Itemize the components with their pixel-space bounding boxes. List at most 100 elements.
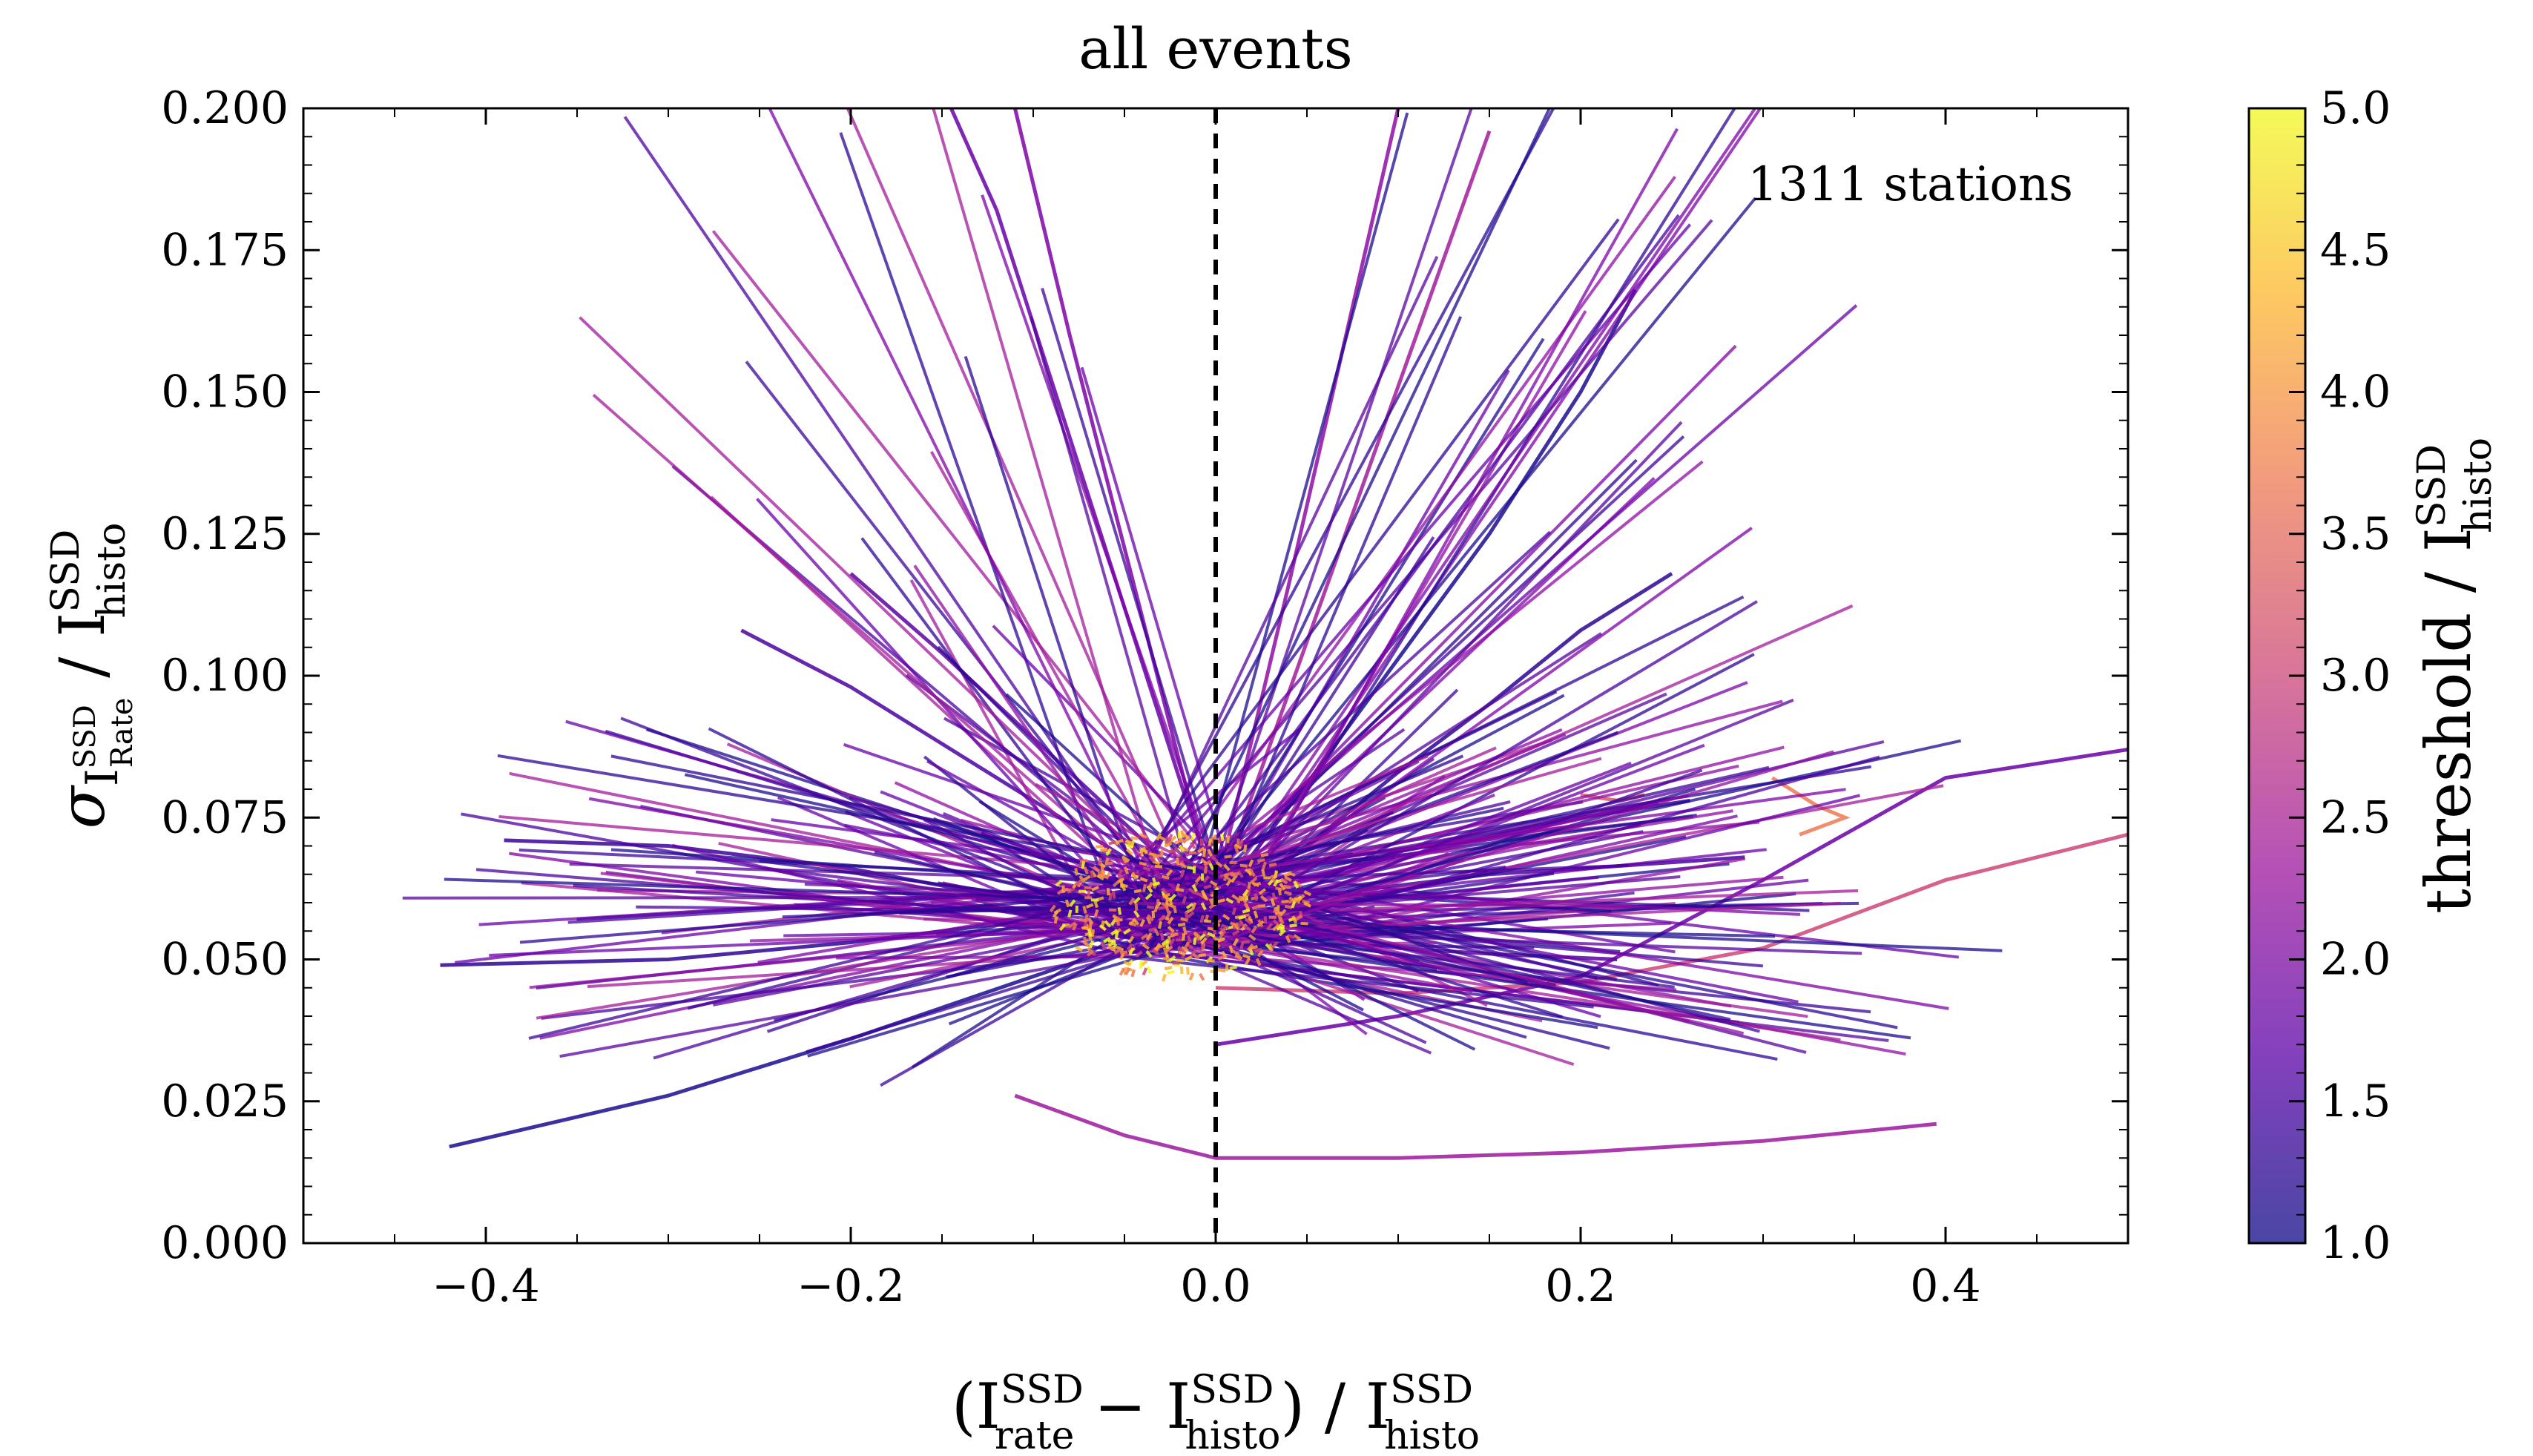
cluster-segment (1178, 844, 1185, 853)
cluster-segment (1175, 857, 1180, 866)
cluster-segment (1131, 872, 1138, 880)
cluster-segment (1142, 967, 1148, 976)
cluster-segment (1087, 917, 1094, 925)
x-tick-label: 0.0 (1180, 1260, 1251, 1312)
background-line (1124, 223, 1692, 883)
station-count-annotation: 1311 stations (1748, 157, 2073, 212)
cluster-segment (1225, 878, 1233, 886)
cluster-segment (1069, 899, 1076, 907)
cluster-segment (1127, 935, 1135, 944)
cluster-segment (1281, 899, 1289, 903)
cluster-segment (1146, 966, 1153, 975)
cluster-segment (1200, 937, 1208, 945)
cluster-segment (1111, 891, 1116, 899)
cluster-segment (1207, 849, 1213, 857)
cluster-segment (1109, 908, 1117, 912)
cluster-segment (1075, 946, 1084, 952)
cluster-segment (1052, 910, 1059, 918)
cluster-segment (1128, 947, 1135, 955)
cluster-segment (1182, 933, 1186, 941)
cluster-segment (1222, 914, 1231, 920)
cluster-segment (1256, 949, 1264, 958)
cluster-segment (1145, 916, 1152, 925)
cluster-segment (1291, 900, 1297, 909)
background-line (1133, 855, 1395, 918)
cluster-segment (1078, 874, 1086, 883)
cluster-segment (1161, 901, 1170, 909)
background-line (1127, 218, 1620, 879)
cluster-segment (1087, 929, 1093, 938)
cluster-segment (1285, 935, 1291, 943)
cluster-segment (1271, 941, 1279, 949)
cluster-segment (1167, 833, 1173, 842)
cluster-segment (1168, 955, 1176, 963)
background-line (983, 903, 1179, 951)
cluster-segment (1123, 961, 1132, 966)
cluster-segment (1093, 900, 1098, 909)
cluster-segment (1247, 881, 1251, 890)
cluster-segment (1279, 883, 1286, 891)
cluster-segment (1068, 921, 1077, 929)
cluster-segment (1106, 888, 1110, 896)
cluster-segment (1139, 832, 1147, 839)
y-tick-label: 0.000 (161, 1217, 289, 1269)
cluster-segment (1154, 864, 1163, 869)
cluster-segment (1169, 893, 1177, 901)
cluster-segment (1153, 928, 1160, 937)
cluster-segment (1161, 938, 1170, 946)
cluster-segment (1105, 861, 1113, 866)
cluster-segment (1074, 879, 1083, 886)
cluster-segment (1244, 958, 1251, 966)
cluster-segment (1179, 869, 1185, 877)
background-line (1224, 600, 1758, 922)
background-line (932, 108, 1172, 923)
cluster-segment (1084, 896, 1093, 900)
cluster-segment (1283, 884, 1291, 889)
cluster-segment (1188, 972, 1195, 981)
cluster-segment (1099, 847, 1108, 852)
cluster-segment (1084, 886, 1092, 890)
cluster-segment (1279, 924, 1285, 932)
x-axis-ticks: −0.4 −0.2 0.0 0.2 0.4 (303, 108, 2129, 1312)
background-line (1134, 214, 1680, 948)
cluster-segment (1203, 884, 1212, 890)
cluster-segment (1064, 899, 1070, 908)
cluster-segment (1139, 848, 1144, 857)
cluster-segment (1208, 863, 1215, 871)
background-line (1248, 310, 1587, 886)
background-line (1152, 176, 1676, 900)
background-line (519, 892, 1127, 944)
cluster-segment (1242, 954, 1251, 960)
cluster-segment (1063, 887, 1071, 892)
cluster-segment (1114, 930, 1119, 939)
cluster-segment (1098, 924, 1107, 932)
cluster-segment (1125, 843, 1134, 849)
cluster-segment (1272, 871, 1279, 880)
cluster-segment (1229, 921, 1238, 929)
cluster-segment (1162, 874, 1170, 880)
cluster-segment (1261, 869, 1266, 877)
cluster-segment (1117, 907, 1122, 915)
cluster-segment (1173, 905, 1177, 914)
cluster-segment (1175, 938, 1183, 942)
cluster-segment (1119, 950, 1128, 955)
cluster-segment (1294, 897, 1302, 901)
cluster-segment (1095, 845, 1104, 849)
background-line (1234, 681, 1748, 885)
cluster-segment (1210, 855, 1219, 863)
cluster-segment (1119, 967, 1125, 976)
cluster-segment (1147, 881, 1153, 890)
y-tick-label: 0.175 (161, 224, 289, 276)
cluster-segment (1260, 853, 1269, 857)
cluster-segment (1185, 955, 1193, 961)
cluster-segment (1198, 953, 1206, 958)
background-line (768, 108, 1182, 946)
cluster-segment (1186, 866, 1195, 870)
cluster-segment (1256, 858, 1265, 863)
cluster-segment (1177, 950, 1186, 956)
cluster-segment (1130, 836, 1139, 840)
cluster-segment (1181, 846, 1190, 853)
cluster-segment (1120, 883, 1127, 892)
cluster-segment (1190, 902, 1197, 911)
colorbar-tick-label: 2.5 (2320, 791, 2391, 843)
